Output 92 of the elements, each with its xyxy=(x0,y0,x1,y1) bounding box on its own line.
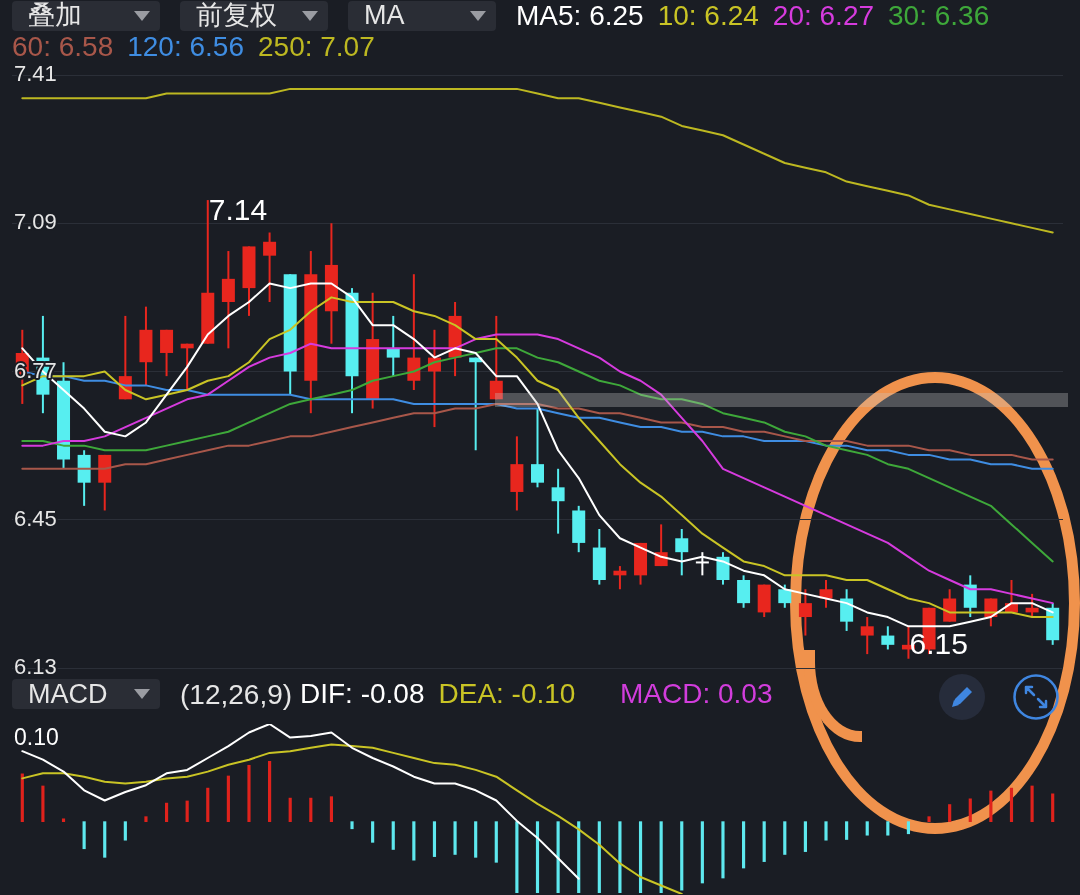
text: 叠加 xyxy=(28,0,82,31)
bar xyxy=(556,821,560,893)
candlestick xyxy=(263,231,277,304)
candlestick xyxy=(798,588,812,637)
bar xyxy=(803,821,807,852)
bar xyxy=(783,821,787,855)
series-label: 250: 7.07 xyxy=(257,31,375,62)
bar xyxy=(680,821,684,891)
bar xyxy=(659,821,663,893)
y-tick-label: 6.77 xyxy=(14,357,57,383)
candlestick xyxy=(881,625,895,651)
candlestick xyxy=(489,314,503,401)
bar xyxy=(618,821,622,893)
chart-title: MACD xyxy=(28,678,108,710)
bar xyxy=(206,787,210,822)
text: MACD: 0.03 xyxy=(620,678,773,709)
candlestick xyxy=(407,273,421,392)
bar xyxy=(82,821,86,850)
bar xyxy=(288,797,292,822)
y-tick-label: 6.13 xyxy=(14,654,57,680)
candlestick xyxy=(840,588,854,632)
text: 120: 6.56 xyxy=(127,31,244,62)
bar xyxy=(329,796,333,822)
bar xyxy=(474,821,478,858)
candlestick xyxy=(386,314,400,378)
bar xyxy=(968,798,972,822)
text: MA5: 6.25 xyxy=(516,0,644,31)
y-tick-label: 7.41 xyxy=(14,61,57,87)
series-label: DIF: -0.08 xyxy=(300,678,425,709)
bar xyxy=(1030,785,1034,822)
series-label: DEA: -0.10 xyxy=(438,678,576,709)
text: 60: 6.58 xyxy=(12,31,114,62)
candlestick xyxy=(778,583,792,609)
bar xyxy=(1051,793,1055,822)
bar xyxy=(762,821,766,862)
candlestick xyxy=(221,250,235,350)
bar xyxy=(824,821,828,841)
bar xyxy=(309,797,313,822)
bar xyxy=(61,818,66,822)
candlestick xyxy=(860,616,874,656)
bar xyxy=(535,821,540,893)
candlestick xyxy=(160,328,174,378)
text: 10: 6.24 xyxy=(657,0,759,31)
candlestick xyxy=(943,588,957,623)
bar xyxy=(247,764,251,822)
bar xyxy=(432,821,437,857)
candlestick xyxy=(819,578,833,609)
bar xyxy=(185,800,189,822)
bar xyxy=(1009,787,1014,822)
bar xyxy=(268,761,272,822)
bar xyxy=(906,821,911,835)
bar xyxy=(103,821,107,858)
bar xyxy=(371,821,375,843)
chart-subtitle: (12,26,9) xyxy=(180,678,293,710)
bar xyxy=(123,821,127,841)
bar xyxy=(742,821,746,869)
bar xyxy=(412,821,416,861)
bar xyxy=(700,821,704,884)
bar xyxy=(638,821,643,893)
candlestick xyxy=(675,528,689,577)
y-tick-label: 7.09 xyxy=(14,209,57,235)
bar xyxy=(226,775,230,822)
bar xyxy=(721,821,725,879)
bar xyxy=(886,821,890,836)
text: 30: 6.36 xyxy=(888,0,990,31)
bar xyxy=(948,804,952,822)
bar xyxy=(41,785,45,822)
bar xyxy=(391,821,395,850)
bar xyxy=(144,816,148,822)
text: 20: 6.27 xyxy=(772,0,875,31)
bar xyxy=(350,821,354,830)
bar xyxy=(989,790,993,822)
bar xyxy=(597,821,601,893)
bar xyxy=(927,816,931,822)
text: MA xyxy=(364,0,405,31)
candlestick xyxy=(531,407,544,489)
bar xyxy=(865,821,869,836)
y-tick-label: 6.45 xyxy=(14,505,57,531)
bar xyxy=(515,821,519,893)
candlestick xyxy=(963,574,977,619)
bar xyxy=(494,821,498,863)
candlestick xyxy=(551,467,565,535)
annotation: 0.10 xyxy=(14,724,59,751)
bar xyxy=(845,821,849,840)
text: 前复权 xyxy=(196,0,277,31)
annotation: 7.14 xyxy=(208,193,268,227)
bar xyxy=(453,821,457,855)
candlestick xyxy=(716,551,730,586)
bar xyxy=(164,802,169,822)
candlestick xyxy=(737,574,751,609)
bar xyxy=(20,773,24,822)
candlestick xyxy=(695,551,709,577)
